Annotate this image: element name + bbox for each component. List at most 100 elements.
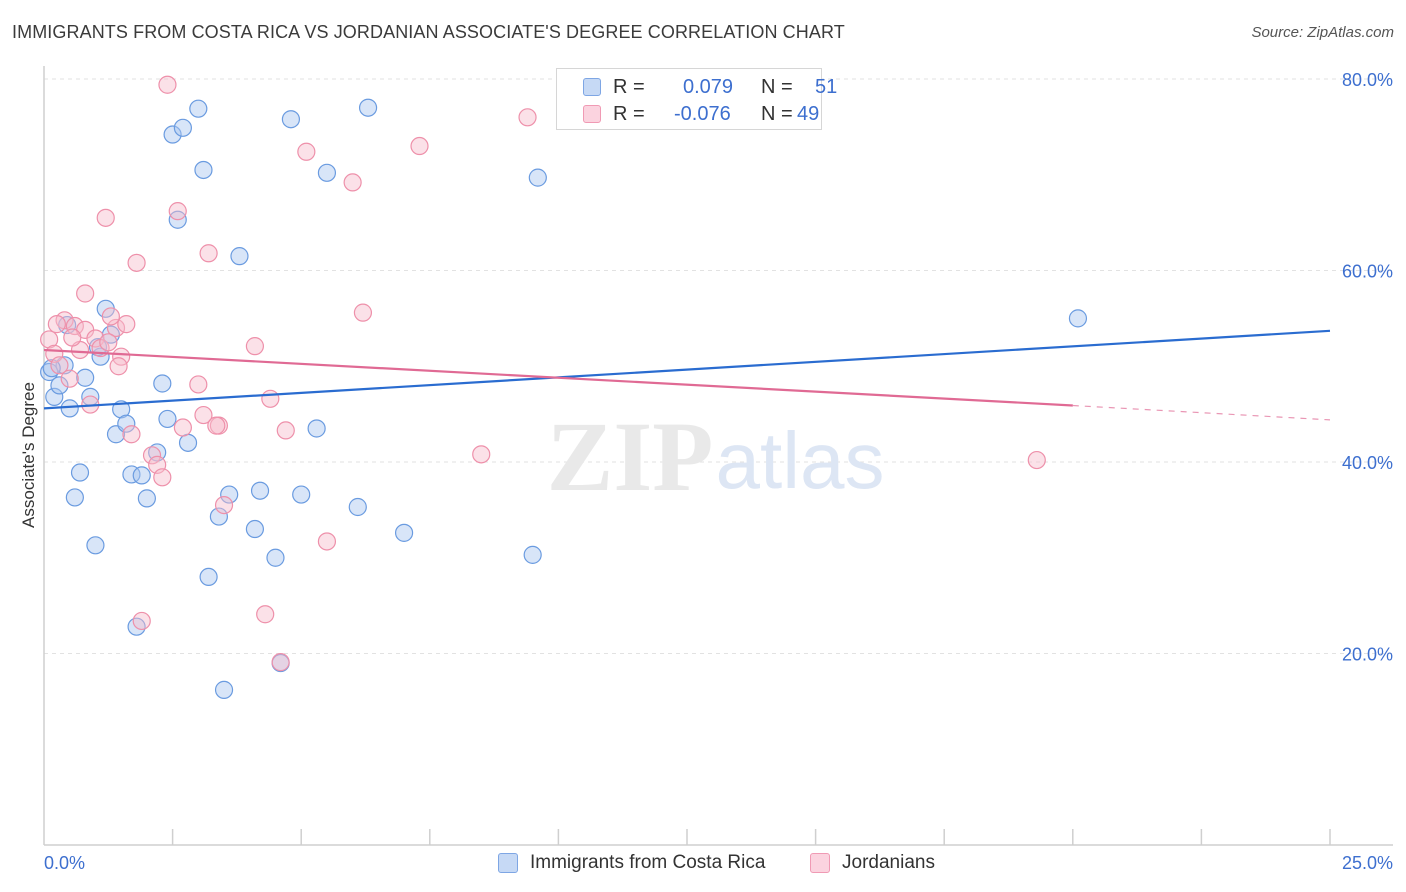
point-jordanians bbox=[158, 75, 177, 94]
point-jordanians bbox=[1027, 450, 1046, 470]
watermark-zip: ZIP bbox=[547, 401, 714, 512]
point-costa-rica bbox=[358, 98, 378, 117]
point-costa-rica bbox=[317, 163, 337, 182]
source-label: Source: ZipAtlas.com bbox=[1251, 24, 1394, 41]
point-costa-rica bbox=[281, 110, 301, 129]
point-jordanians bbox=[207, 416, 226, 435]
point-jordanians bbox=[343, 173, 362, 192]
point-jordanians bbox=[317, 532, 337, 551]
axes bbox=[43, 66, 1393, 846]
point-costa-rica bbox=[45, 387, 64, 406]
point-jordanians bbox=[199, 244, 218, 263]
point-costa-rica bbox=[148, 443, 167, 462]
legend-r-value: 0.079 bbox=[683, 76, 734, 98]
legend-r-label: R = bbox=[613, 76, 645, 98]
point-costa-rica bbox=[394, 523, 414, 542]
point-jordanians bbox=[76, 284, 95, 303]
trend-line-jordanians-extrapolated bbox=[1072, 404, 1331, 421]
chart-title: IMMIGRANTS FROM COSTA RICA VS JORDANIAN … bbox=[12, 22, 845, 42]
legend-n-value: 49 bbox=[797, 103, 820, 125]
point-jordanians bbox=[99, 333, 118, 352]
point-jordanians bbox=[132, 611, 151, 631]
point-costa-rica bbox=[1068, 309, 1088, 328]
legend-swatch-costa-rica bbox=[583, 78, 601, 96]
watermark: ZIP atlas bbox=[547, 401, 885, 512]
point-jordanians bbox=[47, 315, 66, 334]
trend-line-jordanians bbox=[43, 348, 1073, 407]
point-jordanians bbox=[106, 318, 126, 338]
bottom-legend-label-costa-rica: Immigrants from Costa Rica bbox=[530, 852, 766, 873]
point-jordanians bbox=[65, 316, 84, 336]
point-jordanians bbox=[297, 142, 316, 161]
point-costa-rica bbox=[117, 414, 136, 433]
point-jordanians bbox=[109, 357, 128, 376]
stats-legend: R = 0.079 N = 51 R = -0.076 N = 49 bbox=[556, 68, 837, 130]
point-costa-rica bbox=[348, 497, 367, 517]
point-costa-rica bbox=[194, 160, 213, 180]
point-jordanians bbox=[122, 425, 141, 444]
y-axis-title: Associate's Degree bbox=[19, 382, 38, 528]
grid bbox=[44, 78, 1393, 654]
point-jordanians bbox=[261, 389, 280, 408]
point-jordanians bbox=[63, 328, 82, 347]
point-costa-rica bbox=[230, 247, 249, 266]
bottom-legend-swatch-costa-rica bbox=[498, 853, 518, 873]
point-jordanians bbox=[472, 445, 491, 464]
point-jordanians bbox=[127, 253, 146, 272]
point-jordanians bbox=[276, 421, 295, 440]
point-costa-rica bbox=[158, 409, 177, 429]
point-jordanians bbox=[117, 315, 136, 334]
legend-n-value: 51 bbox=[815, 76, 838, 98]
point-costa-rica bbox=[178, 433, 198, 452]
point-costa-rica bbox=[250, 481, 270, 500]
x-tick-label-min: 0.0% bbox=[44, 853, 85, 873]
point-jordanians bbox=[168, 202, 187, 221]
point-jordanians bbox=[271, 653, 290, 672]
point-costa-rica bbox=[86, 536, 105, 555]
y-tick-label: 60.0% bbox=[1342, 262, 1393, 282]
point-costa-rica bbox=[209, 507, 228, 526]
point-jordanians bbox=[189, 375, 208, 394]
point-costa-rica bbox=[76, 368, 95, 387]
point-costa-rica bbox=[50, 376, 69, 395]
point-costa-rica bbox=[173, 118, 192, 137]
y-tick-label: 20.0% bbox=[1342, 645, 1393, 665]
point-costa-rica bbox=[307, 419, 326, 438]
point-jordanians bbox=[142, 446, 162, 465]
point-costa-rica bbox=[163, 125, 182, 144]
point-costa-rica bbox=[523, 545, 542, 564]
trend-lines bbox=[43, 329, 1331, 421]
point-costa-rica bbox=[127, 617, 146, 636]
point-costa-rica bbox=[528, 168, 547, 187]
y-tick-labels: 20.0% 40.0% 60.0% 80.0% bbox=[1342, 70, 1393, 665]
point-jordanians bbox=[96, 208, 115, 227]
legend-n-label: N = bbox=[761, 103, 793, 125]
legend-swatch-jordanians bbox=[583, 105, 601, 123]
point-costa-rica bbox=[137, 489, 156, 508]
point-jordanians bbox=[410, 136, 429, 156]
point-jordanians bbox=[153, 468, 172, 487]
y-tick-label: 80.0% bbox=[1342, 70, 1393, 90]
point-costa-rica bbox=[60, 399, 79, 418]
legend-r-value: -0.076 bbox=[674, 103, 731, 125]
point-costa-rica bbox=[65, 488, 84, 507]
point-costa-rica bbox=[292, 485, 311, 504]
point-jordanians bbox=[60, 369, 79, 388]
watermark-atlas: atlas bbox=[716, 416, 885, 505]
point-costa-rica bbox=[266, 548, 285, 567]
legend-n-label: N = bbox=[761, 76, 793, 98]
point-costa-rica bbox=[245, 519, 265, 539]
point-costa-rica bbox=[220, 485, 239, 504]
point-jordanians bbox=[245, 337, 265, 356]
point-jordanians bbox=[518, 108, 537, 127]
point-costa-rica bbox=[153, 374, 172, 393]
point-jordanians bbox=[256, 605, 275, 624]
point-costa-rica bbox=[132, 466, 151, 485]
point-costa-rica bbox=[70, 463, 90, 482]
point-jordanians bbox=[173, 418, 192, 437]
point-jordanians bbox=[40, 330, 59, 349]
legend-r-label: R = bbox=[613, 103, 645, 125]
x-tick-label-max: 25.0% bbox=[1342, 853, 1393, 873]
point-jordanians bbox=[353, 303, 373, 322]
